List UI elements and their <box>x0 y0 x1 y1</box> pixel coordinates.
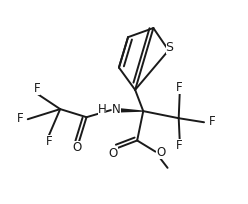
Text: F: F <box>175 139 182 152</box>
Text: O: O <box>156 146 166 159</box>
Polygon shape <box>113 108 143 113</box>
Text: F: F <box>175 81 182 94</box>
Text: F: F <box>46 135 52 149</box>
Text: O: O <box>109 146 118 160</box>
Text: F: F <box>33 82 40 95</box>
Text: S: S <box>166 41 174 54</box>
Text: F: F <box>209 115 216 128</box>
Text: O: O <box>73 142 82 154</box>
Text: F: F <box>17 112 24 125</box>
Text: H: H <box>98 103 106 116</box>
Text: N: N <box>112 103 121 116</box>
